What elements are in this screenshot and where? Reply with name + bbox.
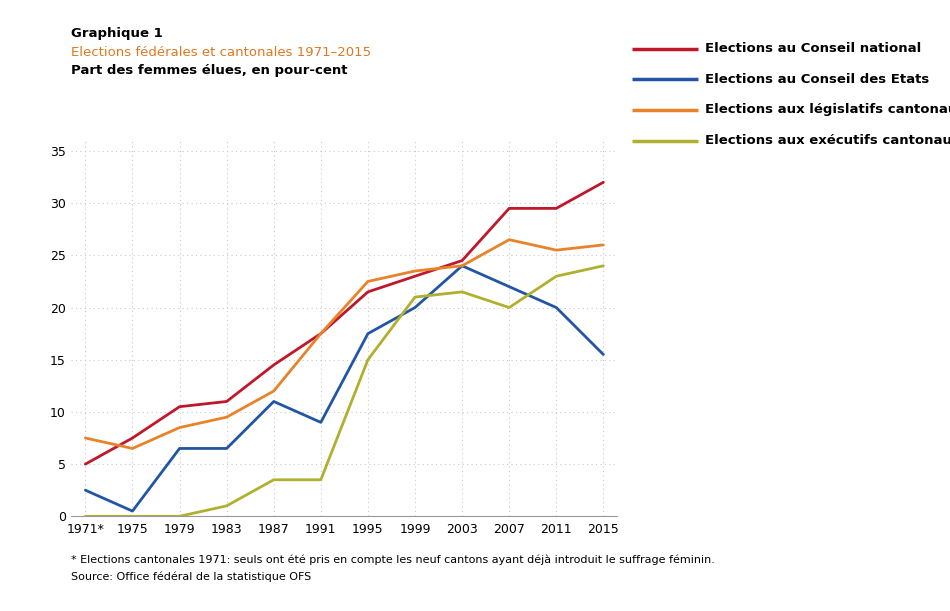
- Text: Elections aux exécutifs cantonaux: Elections aux exécutifs cantonaux: [705, 134, 950, 147]
- Text: Part des femmes élues, en pour-cent: Part des femmes élues, en pour-cent: [71, 64, 348, 77]
- Text: Elections aux législatifs cantonaux: Elections aux législatifs cantonaux: [705, 103, 950, 117]
- Text: Source: Office fédéral de la statistique OFS: Source: Office fédéral de la statistique…: [71, 571, 312, 582]
- Text: Elections au Conseil des Etats: Elections au Conseil des Etats: [705, 73, 929, 86]
- Text: * Elections cantonales 1971: seuls ont été pris en compte les neuf cantons ayant: * Elections cantonales 1971: seuls ont é…: [71, 555, 715, 565]
- Text: Elections au Conseil national: Elections au Conseil national: [705, 42, 922, 56]
- Text: Graphique 1: Graphique 1: [71, 27, 163, 40]
- Text: Elections fédérales et cantonales 1971–2015: Elections fédérales et cantonales 1971–2…: [71, 46, 371, 59]
